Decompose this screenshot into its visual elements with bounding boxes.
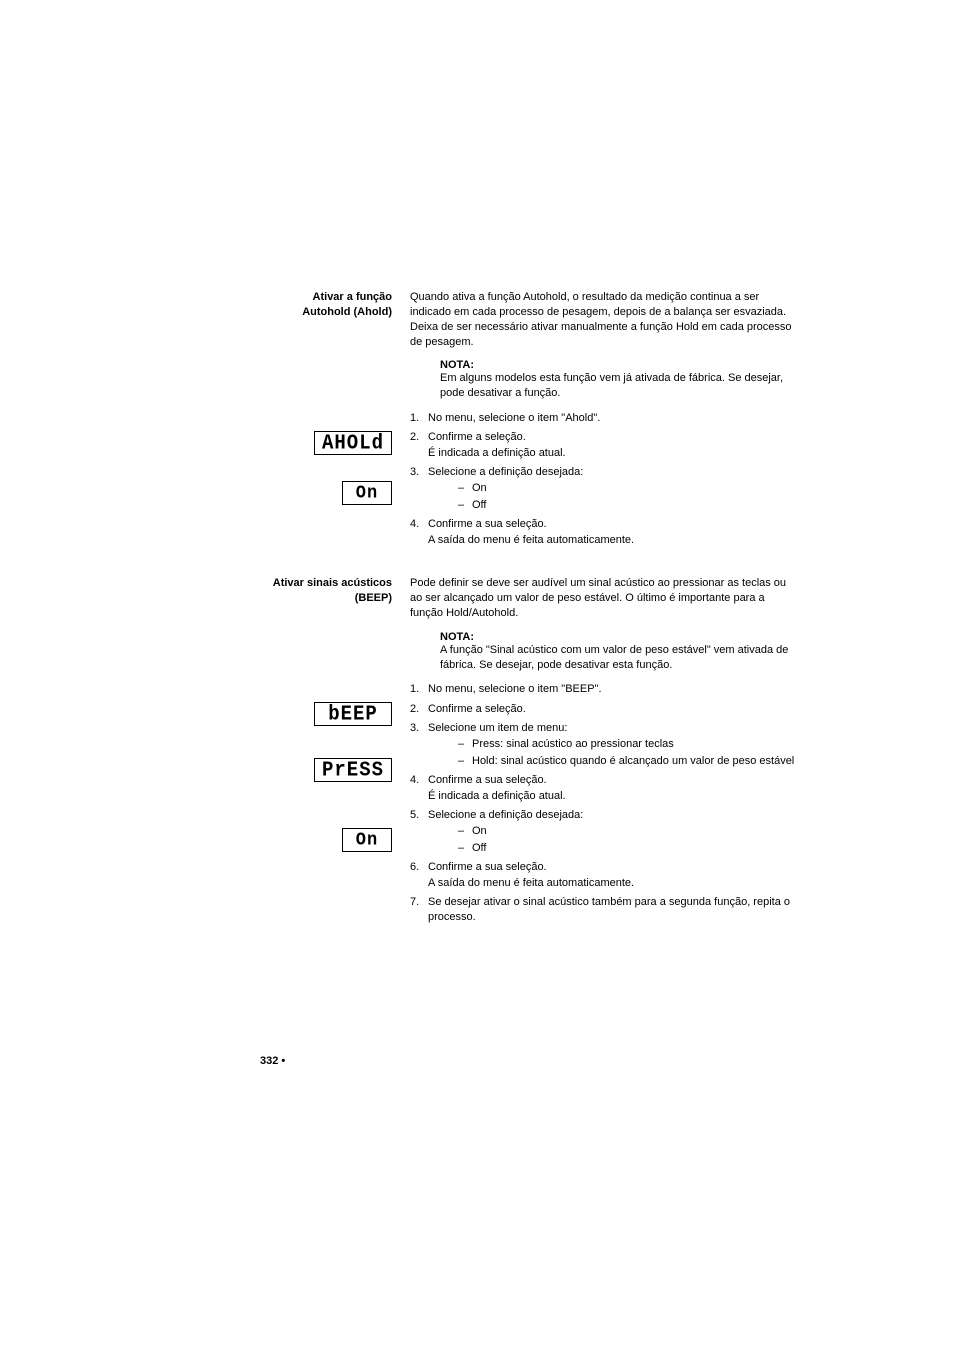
- dash-list: On Off: [428, 824, 799, 857]
- intro-text: Quando ativa a função Autohold, o result…: [410, 290, 799, 349]
- heading-line: Ativar a função: [313, 291, 392, 303]
- lcd-text: AHOLd: [322, 431, 384, 455]
- right-column: Pode definir se deve ser audível um sina…: [410, 576, 799, 678]
- lcd-text: bEEP: [328, 702, 378, 726]
- dash-item: Hold: sinal acústico quando é alcançado …: [458, 754, 799, 769]
- left-column: Ativar a função Autohold (Ahold): [270, 290, 410, 407]
- left-column-displays: AHOLd On: [270, 411, 410, 552]
- nota-text: A função "Sinal acústico com um valor de…: [440, 643, 799, 673]
- list-item: Se desejar ativar o sinal acústico també…: [410, 895, 799, 926]
- lcd-display-on: On: [342, 828, 392, 852]
- nota-label: NOTA:: [440, 631, 799, 643]
- right-column: Quando ativa a função Autohold, o result…: [410, 290, 799, 407]
- section-beep: Ativar sinais acústicos (BEEP) Pode defi…: [270, 576, 799, 678]
- list-item: Confirme a sua seleção. É indicada a def…: [410, 773, 799, 804]
- list-item: Selecione a definição desejada: On Off: [410, 465, 799, 513]
- section-autohold-steps: AHOLd On No menu, selecione o item "Ahol…: [270, 411, 799, 552]
- page-number: 332 •: [260, 1055, 285, 1067]
- step-list: No menu, selecione o item "BEEP". Confir…: [410, 682, 799, 925]
- lcd-display-ahold: AHOLd: [314, 431, 392, 455]
- dash-item: Off: [458, 841, 799, 856]
- lcd-text: PrESS: [322, 758, 384, 782]
- intro-text: Pode definir se deve ser audível um sina…: [410, 576, 799, 621]
- list-item: Confirme a sua seleção. A saída do menu …: [410, 860, 799, 891]
- dash-list: Press: sinal acústico ao pressionar tecl…: [428, 737, 799, 770]
- dash-list: On Off: [428, 481, 799, 514]
- step-sub: É indicada a definição atual.: [428, 789, 799, 804]
- nota-block: NOTA: Em alguns modelos esta função vem …: [410, 359, 799, 401]
- lcd-display-beep: bEEP: [314, 702, 392, 726]
- step-text: Selecione a definição desejada:: [428, 466, 583, 478]
- list-item: Confirme a seleção.: [410, 702, 799, 717]
- heading-line: (BEEP): [355, 592, 392, 604]
- step-text: Confirme a sua seleção.: [428, 774, 547, 786]
- heading-line: Autohold (Ahold): [302, 306, 392, 318]
- step-text: Selecione um item de menu:: [428, 722, 567, 734]
- lcd-text: On: [356, 830, 378, 851]
- step-text: Confirme a sua seleção.: [428, 861, 547, 873]
- step-text: Selecione a definição desejada:: [428, 809, 583, 821]
- list-item: Selecione um item de menu: Press: sinal …: [410, 721, 799, 769]
- section-heading: Ativar a função Autohold (Ahold): [270, 290, 392, 320]
- step-text: Confirme a sua seleção.: [428, 518, 547, 530]
- step-text: Confirme a seleção.: [428, 431, 526, 443]
- step-list: No menu, selecione o item "Ahold". Confi…: [410, 411, 799, 548]
- list-item: No menu, selecione o item "BEEP".: [410, 682, 799, 697]
- dash-item: On: [458, 481, 799, 496]
- lcd-display-press: PrESS: [314, 758, 392, 782]
- section-autohold: Ativar a função Autohold (Ahold) Quando …: [270, 290, 799, 407]
- list-item: Selecione a definição desejada: On Off: [410, 808, 799, 856]
- lcd-display-on: On: [342, 481, 392, 505]
- right-column: No menu, selecione o item "Ahold". Confi…: [410, 411, 799, 552]
- dash-item: Press: sinal acústico ao pressionar tecl…: [458, 737, 799, 752]
- nota-label: NOTA:: [440, 359, 799, 371]
- section-heading: Ativar sinais acústicos (BEEP): [270, 576, 392, 606]
- list-item: Confirme a sua seleção. A saída do menu …: [410, 517, 799, 548]
- nota-text: Em alguns modelos esta função vem já ati…: [440, 371, 799, 401]
- right-column: No menu, selecione o item "BEEP". Confir…: [410, 682, 799, 929]
- list-item: Confirme a seleção. É indicada a definiç…: [410, 430, 799, 461]
- nota-block: NOTA: A função "Sinal acústico com um va…: [410, 631, 799, 673]
- dash-item: On: [458, 824, 799, 839]
- step-sub: A saída do menu é feita automaticamente.: [428, 533, 799, 548]
- section-beep-steps: bEEP PrESS On No menu, selecione o item …: [270, 682, 799, 929]
- lcd-text: On: [356, 483, 378, 504]
- step-sub: A saída do menu é feita automaticamente.: [428, 876, 799, 891]
- step-sub: É indicada a definição atual.: [428, 446, 799, 461]
- dash-item: Off: [458, 498, 799, 513]
- heading-line: Ativar sinais acústicos: [273, 577, 392, 589]
- left-column-displays: bEEP PrESS On: [270, 682, 410, 929]
- left-column: Ativar sinais acústicos (BEEP): [270, 576, 410, 678]
- list-item: No menu, selecione o item "Ahold".: [410, 411, 799, 426]
